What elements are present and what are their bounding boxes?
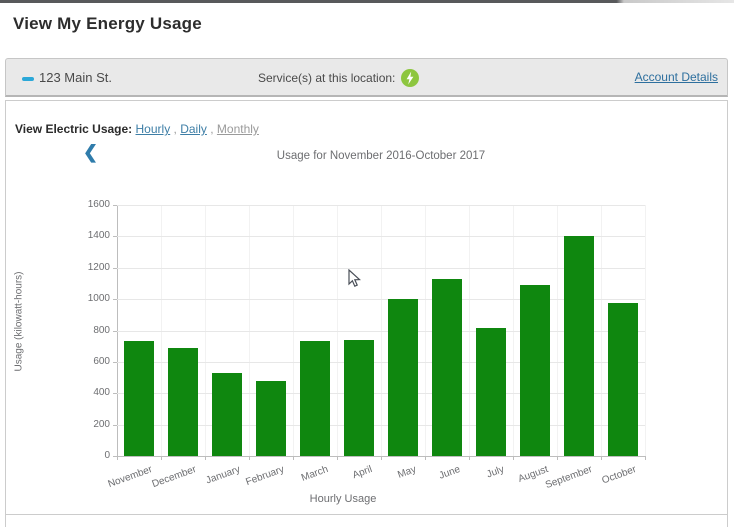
- mouse-cursor-icon: [348, 268, 361, 293]
- bar-october[interactable]: [608, 303, 638, 456]
- y-axis-label: Usage (kilowatt-hours): [13, 271, 25, 372]
- bar-may[interactable]: [388, 299, 418, 456]
- x-tick-label: July: [485, 464, 506, 481]
- usage-link-hourly[interactable]: Hourly: [135, 122, 171, 136]
- bar-december[interactable]: [168, 347, 198, 456]
- services-label: Service(s) at this location:: [258, 70, 396, 85]
- y-tick-mark: [113, 267, 117, 269]
- y-tick-label: 1000: [87, 293, 110, 305]
- nav-separator: ,: [170, 122, 181, 136]
- y-tick-label: 400: [93, 387, 110, 399]
- v-gridline: [645, 205, 646, 456]
- bar-january[interactable]: [212, 372, 242, 456]
- x-tick-mark: [601, 456, 602, 460]
- y-tick-mark: [113, 330, 117, 332]
- x-tick-mark: [117, 456, 118, 460]
- bar-february[interactable]: [256, 380, 286, 456]
- x-tick-mark: [645, 456, 646, 460]
- x-tick-mark: [513, 456, 514, 460]
- next-panel-edge: [5, 515, 728, 527]
- x-tick-label: September: [544, 464, 594, 492]
- collapse-minus-icon[interactable]: [22, 77, 34, 81]
- y-tick-mark: [113, 299, 117, 301]
- bar-july[interactable]: [476, 328, 506, 456]
- nav-separator: ,: [206, 122, 217, 136]
- x-tick-mark: [161, 456, 162, 460]
- x-tick-mark: [249, 456, 250, 460]
- x-tick-mark: [337, 456, 338, 460]
- y-tick-label: 600: [93, 355, 110, 367]
- x-tick-label: May: [396, 464, 418, 481]
- x-tick-label: February: [244, 464, 286, 489]
- top-divider: [0, 0, 734, 3]
- x-tick-mark: [469, 456, 470, 460]
- x-tick-label: March: [299, 464, 330, 484]
- bar-march[interactable]: [300, 340, 330, 456]
- y-tick-mark: [113, 456, 117, 457]
- y-tick-label: 1400: [87, 230, 110, 242]
- bar-september[interactable]: [564, 236, 594, 456]
- h-gridline: [117, 330, 645, 332]
- x-tick-label: January: [204, 464, 242, 487]
- h-gridline: [117, 236, 645, 238]
- usage-panel: View Electric Usage: Hourly , Daily , Mo…: [5, 100, 728, 515]
- x-tick-label: December: [150, 464, 198, 491]
- location-address: 123 Main St.: [39, 70, 112, 85]
- h-gridline: [117, 424, 645, 426]
- y-tick-mark: [113, 236, 117, 238]
- y-tick-label: 1600: [87, 199, 110, 210]
- previous-period-arrow[interactable]: ❮: [83, 142, 99, 162]
- bar-april[interactable]: [344, 339, 374, 456]
- x-tick-label: November: [106, 464, 154, 491]
- y-tick-label: 200: [93, 418, 110, 430]
- h-gridline: [117, 361, 645, 363]
- y-tick-mark: [113, 424, 117, 426]
- bar-november[interactable]: [124, 341, 154, 456]
- x-tick-label: April: [351, 464, 374, 482]
- x-tick-mark: [557, 456, 558, 460]
- x-axis-label: Hourly Usage: [309, 493, 377, 505]
- h-gridline: [117, 299, 645, 301]
- electric-bolt-icon: [401, 68, 420, 87]
- y-tick-mark: [113, 393, 117, 395]
- h-gridline: [117, 393, 645, 395]
- x-tick-mark: [425, 456, 426, 460]
- page-title: View My Energy Usage: [13, 14, 202, 33]
- usage-link-daily[interactable]: Daily: [180, 122, 207, 136]
- h-gridline: [117, 267, 645, 269]
- x-tick-label: June: [437, 464, 462, 482]
- y-tick-mark: [113, 361, 117, 363]
- account-details-link[interactable]: Account Details: [634, 70, 718, 84]
- x-tick-mark: [293, 456, 294, 460]
- y-tick-label: 0: [104, 450, 110, 461]
- view-electric-usage-nav: View Electric Usage: Hourly , Daily , Mo…: [15, 122, 259, 136]
- x-tick-label: October: [600, 464, 638, 487]
- bar-june[interactable]: [432, 278, 462, 456]
- y-tick-label: 800: [93, 324, 110, 336]
- usage-link-monthly[interactable]: Monthly: [216, 122, 259, 136]
- y-tick-label: 1200: [87, 261, 110, 273]
- x-tick-mark: [381, 456, 382, 460]
- chart-title: Usage for November 2016-October 2017: [276, 150, 486, 162]
- h-gridline: [117, 205, 645, 206]
- services-group: Service(s) at this location:: [258, 59, 420, 96]
- location-accordion-header[interactable]: 123 Main St. Service(s) at this location…: [5, 58, 728, 97]
- x-axis-line: [117, 456, 645, 457]
- bar-august[interactable]: [520, 285, 550, 456]
- usage-nav-label: View Electric Usage:: [15, 122, 133, 136]
- y-tick-mark: [113, 205, 117, 206]
- x-tick-mark: [205, 456, 206, 460]
